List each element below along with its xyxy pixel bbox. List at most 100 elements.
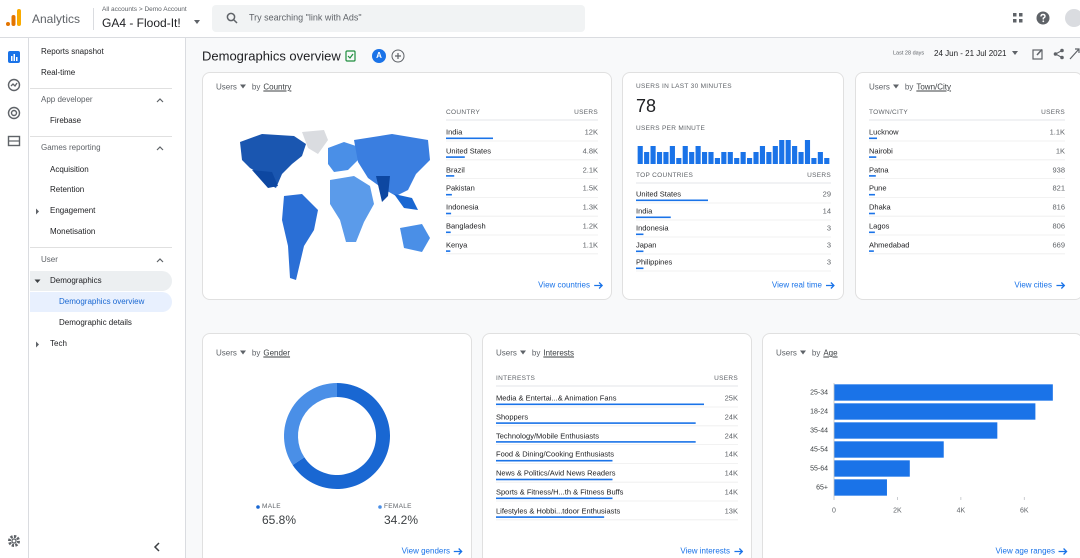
row-label[interactable]: Brazil xyxy=(446,164,465,174)
row-label[interactable]: Lifestyles & Hobbi...tdoor Enthusiasts xyxy=(496,506,621,516)
arrow-icon[interactable] xyxy=(1059,547,1068,555)
arrow-icon[interactable] xyxy=(826,281,835,289)
row-label[interactable]: Indonesia xyxy=(446,202,479,212)
nav-item[interactable]: Retention xyxy=(50,185,85,194)
dropdown-icon[interactable] xyxy=(519,350,527,356)
search-placeholder[interactable]: Try searching "link with Ads" xyxy=(249,12,362,23)
nav-section[interactable]: App developer xyxy=(41,95,93,104)
nav-item[interactable]: Real-time xyxy=(41,68,76,77)
property-name[interactable]: GA4 - Flood-It! xyxy=(102,16,181,30)
collapse-icon[interactable] xyxy=(156,145,164,151)
reports-icon[interactable] xyxy=(7,50,21,64)
link-text[interactable]: View interests xyxy=(680,546,730,556)
help-icon[interactable] xyxy=(1036,11,1050,25)
dropdown-icon[interactable] xyxy=(194,20,202,26)
dimension-picker[interactable]: Town/City xyxy=(916,82,952,92)
collapse-icon[interactable] xyxy=(156,257,164,263)
metric-picker[interactable]: Users xyxy=(496,348,517,358)
date-range[interactable]: 24 Jun - 21 Jul 2021 xyxy=(934,49,1007,58)
row-label[interactable]: Lagos xyxy=(869,221,890,231)
dimension-picker[interactable]: Gender xyxy=(263,348,291,358)
row-label[interactable]: Food & Dining/Cooking Enthusiasts xyxy=(496,449,614,459)
row-label[interactable]: Pune xyxy=(869,183,887,193)
dropdown-icon[interactable] xyxy=(239,84,247,90)
expanded-icon[interactable] xyxy=(34,279,41,284)
dropdown-icon[interactable] xyxy=(1012,51,1019,56)
metric-picker[interactable]: Users xyxy=(216,82,237,92)
dropdown-icon[interactable] xyxy=(799,350,807,356)
card-link[interactable]: View age ranges xyxy=(996,547,1068,556)
card-link[interactable]: View countries xyxy=(538,281,603,290)
row-label[interactable]: Media & Entertai...& Animation Fans xyxy=(496,393,617,403)
dimension-picker[interactable]: Age xyxy=(823,348,838,358)
explore-icon[interactable] xyxy=(7,78,21,92)
nav-item[interactable]: Firebase xyxy=(50,116,82,125)
settings-icon[interactable] xyxy=(7,534,21,548)
dropdown-icon[interactable] xyxy=(239,350,247,356)
nav-item-active[interactable]: Demographics overview xyxy=(59,297,145,306)
card-link[interactable]: View genders xyxy=(402,547,463,556)
row-label[interactable]: Ahmedabad xyxy=(869,240,910,250)
arrow-icon[interactable] xyxy=(1056,281,1065,289)
nav-item[interactable]: Demographics xyxy=(50,276,102,285)
comparison-label[interactable]: A xyxy=(376,51,382,60)
apps-icon[interactable] xyxy=(1012,12,1024,24)
dropdown-icon[interactable] xyxy=(892,84,900,90)
link-text[interactable]: View real time xyxy=(771,280,822,290)
date-preset[interactable]: Last 28 days xyxy=(893,50,925,57)
row-label[interactable]: Japan xyxy=(636,240,657,250)
link-text[interactable]: View countries xyxy=(538,280,590,290)
collapse-sidebar[interactable] xyxy=(153,542,161,552)
link-text[interactable]: View genders xyxy=(401,546,450,556)
link-text[interactable]: View age ranges xyxy=(995,546,1055,556)
status-icon[interactable] xyxy=(345,50,356,62)
card-link[interactable]: View cities xyxy=(1014,281,1065,290)
comparison-badge[interactable] xyxy=(372,49,386,63)
edit-icon[interactable] xyxy=(1032,48,1044,60)
account-path[interactable]: All accounts > Demo Account xyxy=(102,5,187,13)
dimension-picker[interactable]: Country xyxy=(263,82,292,92)
row-label[interactable]: Shoppers xyxy=(496,412,529,422)
add-comparison[interactable] xyxy=(391,49,405,63)
nav-item[interactable]: Monetisation xyxy=(50,227,96,236)
collapse-icon[interactable] xyxy=(156,97,164,103)
nav-item[interactable]: Demographic details xyxy=(59,318,132,327)
row-label[interactable]: Philippines xyxy=(636,257,673,267)
advertising-icon[interactable] xyxy=(7,106,21,120)
search-box[interactable] xyxy=(212,5,585,32)
account-avatar[interactable] xyxy=(1064,8,1080,28)
arrow-icon[interactable] xyxy=(594,281,603,289)
row-label[interactable]: Bangladesh xyxy=(446,221,486,231)
nav-item[interactable]: Reports snapshot xyxy=(41,47,104,56)
share-icon[interactable] xyxy=(1053,48,1065,60)
link-text[interactable]: View cities xyxy=(1014,280,1052,290)
row-label[interactable]: Patna xyxy=(869,164,889,174)
card-link[interactable]: View interests xyxy=(680,547,743,556)
row-label[interactable]: Sports & Fitness/H...th & Fitness Buffs xyxy=(496,487,624,497)
row-label[interactable]: Technology/Mobile Enthusiasts xyxy=(496,430,599,440)
arrow-icon[interactable] xyxy=(734,547,743,555)
row-label[interactable]: Nairobi xyxy=(869,146,893,156)
row-label[interactable]: India xyxy=(636,206,653,216)
row-label[interactable]: India xyxy=(446,127,463,137)
row-label[interactable]: News & Politics/Avid News Readers xyxy=(496,468,616,478)
card-link[interactable]: View real time xyxy=(772,281,835,290)
row-label[interactable]: United States xyxy=(446,146,492,156)
expand-icon[interactable] xyxy=(35,341,41,348)
row-label[interactable]: Dhaka xyxy=(869,202,891,212)
row-label[interactable]: Indonesia xyxy=(636,223,669,233)
nav-section[interactable]: User xyxy=(41,255,58,264)
dimension-picker[interactable]: Interests xyxy=(543,348,575,358)
insights-icon[interactable] xyxy=(1069,48,1080,60)
metric-picker[interactable]: Users xyxy=(776,348,797,358)
arrow-icon[interactable] xyxy=(454,547,463,555)
row-label[interactable]: Kenya xyxy=(446,240,468,250)
expand-icon[interactable] xyxy=(35,208,41,215)
metric-picker[interactable]: Users xyxy=(869,82,890,92)
row-label[interactable]: Lucknow xyxy=(869,127,899,137)
nav-item[interactable]: Tech xyxy=(50,339,67,348)
nav-item[interactable]: Engagement xyxy=(50,206,96,215)
nav-item[interactable]: Acquisition xyxy=(50,165,89,174)
row-label[interactable]: United States xyxy=(636,189,682,199)
metric-picker[interactable]: Users xyxy=(216,348,237,358)
